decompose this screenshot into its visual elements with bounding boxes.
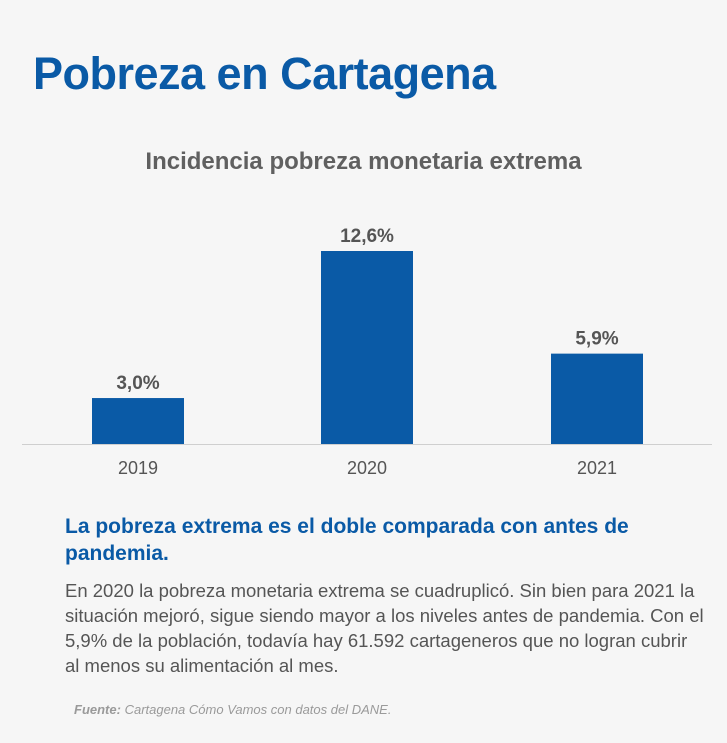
source-note: Fuente: Cartagena Cómo Vamos con datos d… [74,702,391,717]
bar-2020 [321,251,413,444]
x-tick-label-2020: 2020 [347,458,387,478]
page-title: Pobreza en Cartagena [33,48,496,99]
bar-2019 [92,398,184,444]
source-label: Fuente: [74,702,121,717]
bar-2021 [551,353,643,444]
bar-chart: 3,0% 2019 12,6% 2020 5,9% 2021 [22,226,712,478]
summary-body: En 2020 la pobreza monetaria extrema se … [65,580,704,676]
summary-headline: La pobreza extrema es el doble comparada… [65,515,629,565]
x-tick-label-2019: 2019 [118,458,158,478]
data-label-2021: 5,9% [575,329,618,350]
chart-title: Incidencia pobreza monetaria extrema [145,148,582,175]
source-text: Cartagena Cómo Vamos con datos del DANE. [124,702,392,717]
data-label-2020: 12,6% [340,226,394,247]
x-tick-label-2021: 2021 [577,458,617,478]
data-label-2019: 3,0% [116,373,159,394]
